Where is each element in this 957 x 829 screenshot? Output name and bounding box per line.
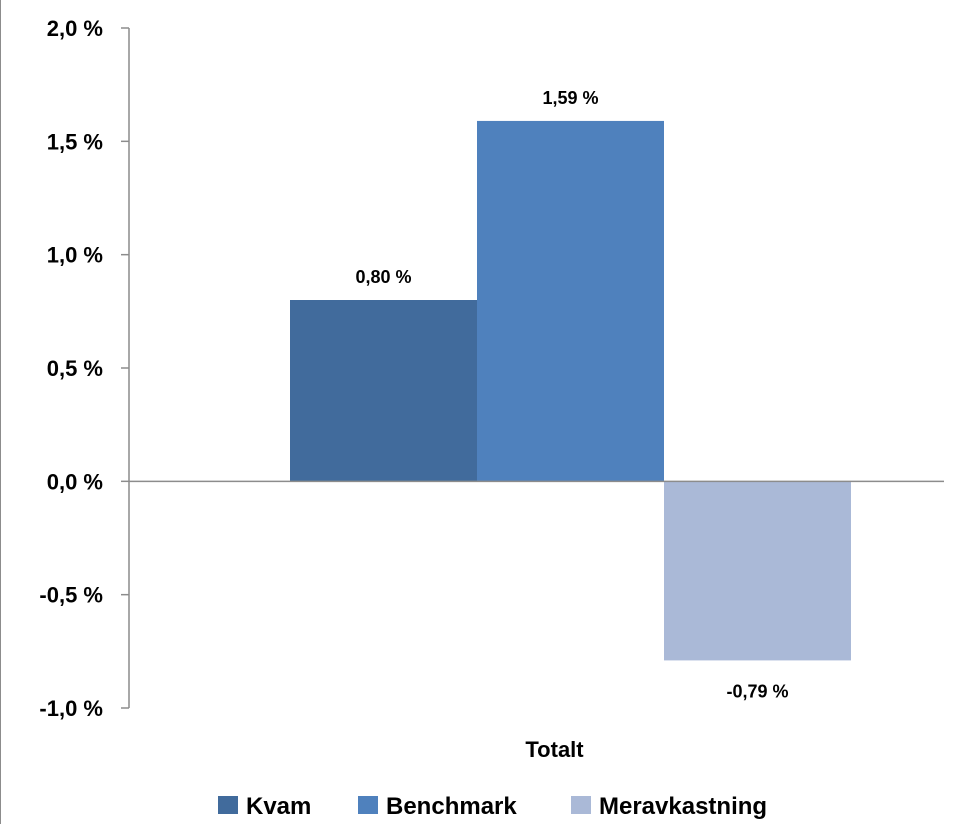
- legend-swatch-kvam: [218, 796, 238, 814]
- data-label-benchmark: 1,59 %: [542, 88, 598, 108]
- y-tick-label: 0,5 %: [47, 356, 103, 381]
- y-tick-label: 1,5 %: [47, 129, 103, 154]
- x-category-label: Totalt: [525, 737, 584, 762]
- bar-benchmark: [477, 120, 664, 482]
- data-label-kvam: 0,80 %: [355, 267, 411, 287]
- legend-swatch-meravkastning: [571, 796, 591, 814]
- y-tick-label: 1,0 %: [47, 243, 103, 268]
- y-tick-label: -0,5 %: [39, 583, 103, 608]
- bars: [290, 120, 851, 661]
- legend-label-kvam: Kvam: [246, 793, 311, 820]
- y-tick-label: 0,0 %: [47, 469, 103, 494]
- bar-kvam: [290, 300, 477, 482]
- legend-label-benchmark: Benchmark: [386, 793, 517, 820]
- legend-label-meravkastning: Meravkastning: [599, 793, 767, 820]
- legend: Kvam Benchmark Meravkastning: [218, 793, 767, 820]
- data-label-meravkastning: -0,79 %: [726, 681, 788, 701]
- data-labels: 0,80 % 1,59 % -0,79 % Totalt: [355, 88, 788, 762]
- y-tick-label: -1,0 %: [39, 696, 103, 721]
- axes: 2,0 % 1,5 % 1,0 % 0,5 % 0,0 % -0,5 % -1,0 %: [39, 16, 944, 721]
- legend-swatch-benchmark: [358, 796, 378, 814]
- y-tick-label: 2,0 %: [47, 16, 103, 41]
- bar-meravkastning: [664, 481, 851, 661]
